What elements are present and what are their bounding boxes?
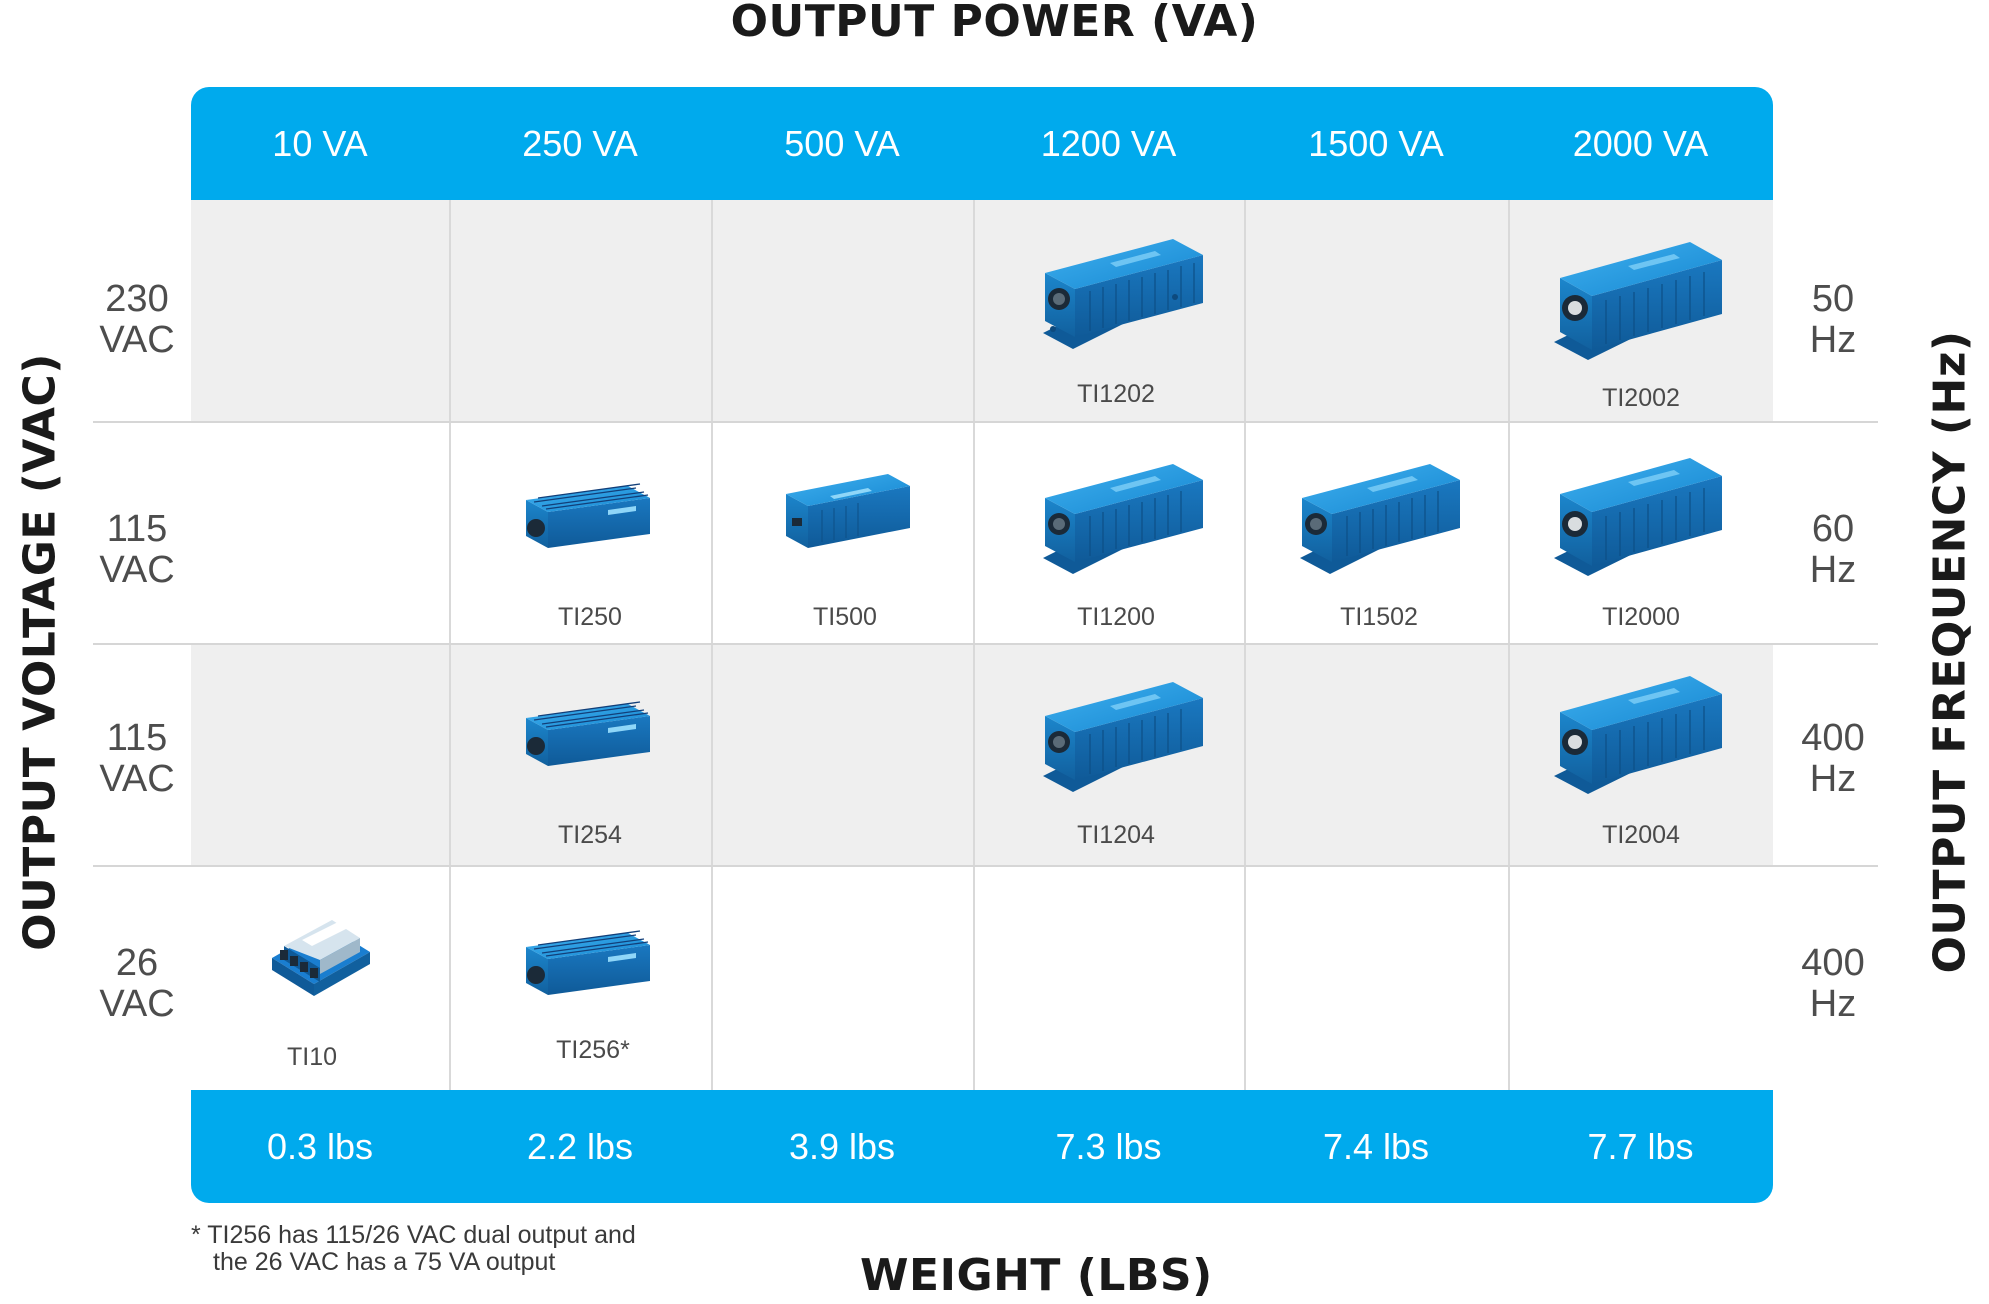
frequency-value: 400 xyxy=(1801,717,1865,759)
model-label-ti2004: TI2004 xyxy=(1602,821,1680,849)
power-header-band: 10 VA 250 VA 500 VA 1200 VA 1500 VA 2000… xyxy=(191,87,1773,200)
frequency-label-400hz: 400 Hz xyxy=(1768,718,1898,800)
inverter-ti2002-image xyxy=(1554,242,1722,360)
model-label-ti256: TI256* xyxy=(556,1036,630,1064)
voltage-label-230: 230 VAC xyxy=(72,279,202,361)
power-header-1200va: 1200 VA xyxy=(1040,123,1177,164)
grid-divider xyxy=(449,200,451,1090)
weight-10va: 0.3 lbs xyxy=(266,1126,374,1167)
power-header-1500va: 1500 VA xyxy=(1308,123,1444,164)
grid-divider xyxy=(93,865,1878,867)
voltage-value: 115 xyxy=(106,508,168,550)
weight-250va: 2.2 lbs xyxy=(526,1126,634,1167)
voltage-unit: VAC xyxy=(99,549,175,591)
inverter-ti2004-image xyxy=(1554,676,1722,794)
voltage-value: 230 xyxy=(105,278,169,320)
frequency-value: 60 xyxy=(1811,508,1855,550)
model-label-ti250: TI250 xyxy=(558,603,622,631)
footnote-line-2: the 26 VAC has a 75 VA output xyxy=(213,1248,556,1276)
frequency-value: 50 xyxy=(1811,278,1855,320)
power-header-2000va: 2000 VA xyxy=(1572,123,1709,164)
grid-divider xyxy=(973,200,975,1090)
frequency-unit: Hz xyxy=(1809,319,1857,361)
inverter-ti1200-image xyxy=(1043,464,1203,574)
weight-500va: 3.9 lbs xyxy=(788,1126,896,1167)
grid-divider xyxy=(93,421,1878,423)
power-header-10va: 10 VA xyxy=(272,123,368,164)
inverter-ti256-image xyxy=(526,930,650,995)
frequency-label-400hz: 400 Hz xyxy=(1768,943,1898,1025)
voltage-unit: VAC xyxy=(99,758,175,800)
frequency-value: 400 xyxy=(1801,942,1865,984)
voltage-value: 26 xyxy=(115,942,159,984)
voltage-label-115-400hz: 115 VAC xyxy=(72,718,202,800)
power-header-500va: 500 VA xyxy=(784,123,900,164)
frequency-unit: Hz xyxy=(1809,983,1857,1025)
grid-divider xyxy=(711,200,713,1090)
frequency-label-50hz: 50 Hz xyxy=(1768,279,1898,361)
inverter-ti250-image xyxy=(526,483,650,548)
voltage-unit: VAC xyxy=(99,983,175,1025)
weight-footer-band: 0.3 lbs 2.2 lbs 3.9 lbs 7.3 lbs 7.4 lbs … xyxy=(191,1090,1773,1203)
inverter-ti500-image xyxy=(786,474,910,548)
model-label-ti1202: TI1202 xyxy=(1077,380,1155,408)
grid-divider xyxy=(1244,200,1246,1090)
inverter-ti1502-image xyxy=(1300,464,1460,574)
grid-divider xyxy=(1508,200,1510,1090)
row-background-26vac xyxy=(191,866,1773,1090)
weight-2000va: 7.7 lbs xyxy=(1587,1126,1694,1167)
voltage-label-115-60hz: 115 VAC xyxy=(72,509,202,591)
frequency-label-60hz: 60 Hz xyxy=(1768,509,1898,591)
model-label-ti10: TI10 xyxy=(286,1043,338,1071)
model-label-ti500: TI500 xyxy=(813,603,877,631)
voltage-label-26: 26 VAC xyxy=(72,943,202,1025)
output-frequency-title: OUTPUT FREQUENCY (Hz) xyxy=(1924,330,1976,974)
power-header-250va: 250 VA xyxy=(522,123,638,164)
frequency-unit: Hz xyxy=(1809,758,1857,800)
output-power-title: OUTPUT POWER (VA) xyxy=(730,0,1259,47)
output-voltage-title: OUTPUT VOLTAGE (VAC) xyxy=(14,353,66,951)
inverter-ti254-image xyxy=(526,701,650,766)
inverter-ti10-image xyxy=(272,920,370,996)
model-label-ti1502: TI1502 xyxy=(1340,603,1418,631)
voltage-unit: VAC xyxy=(99,319,175,361)
inverter-ti2000-image xyxy=(1554,458,1722,576)
inverter-ti1202-image xyxy=(1043,239,1203,349)
voltage-value: 115 xyxy=(106,717,168,759)
model-label-ti2000: TI2000 xyxy=(1602,603,1680,631)
footnote: * TI256 has 115/26 VAC dual output and t… xyxy=(191,1222,636,1276)
footnote-line-1: * TI256 has 115/26 VAC dual output and xyxy=(191,1221,636,1249)
weight-1500va: 7.4 lbs xyxy=(1322,1126,1430,1167)
model-label-ti254: TI254 xyxy=(558,821,622,849)
inverter-ti1204-image xyxy=(1043,682,1203,792)
model-label-ti1200: TI1200 xyxy=(1077,603,1155,631)
grid-divider xyxy=(93,643,1878,645)
weight-title: WEIGHT (LBS) xyxy=(860,1250,1213,1301)
model-label-ti2002: TI2002 xyxy=(1602,384,1680,412)
model-label-ti1204: TI1204 xyxy=(1077,821,1155,849)
frequency-unit: Hz xyxy=(1809,549,1857,591)
weight-1200va: 7.3 lbs xyxy=(1055,1126,1162,1167)
